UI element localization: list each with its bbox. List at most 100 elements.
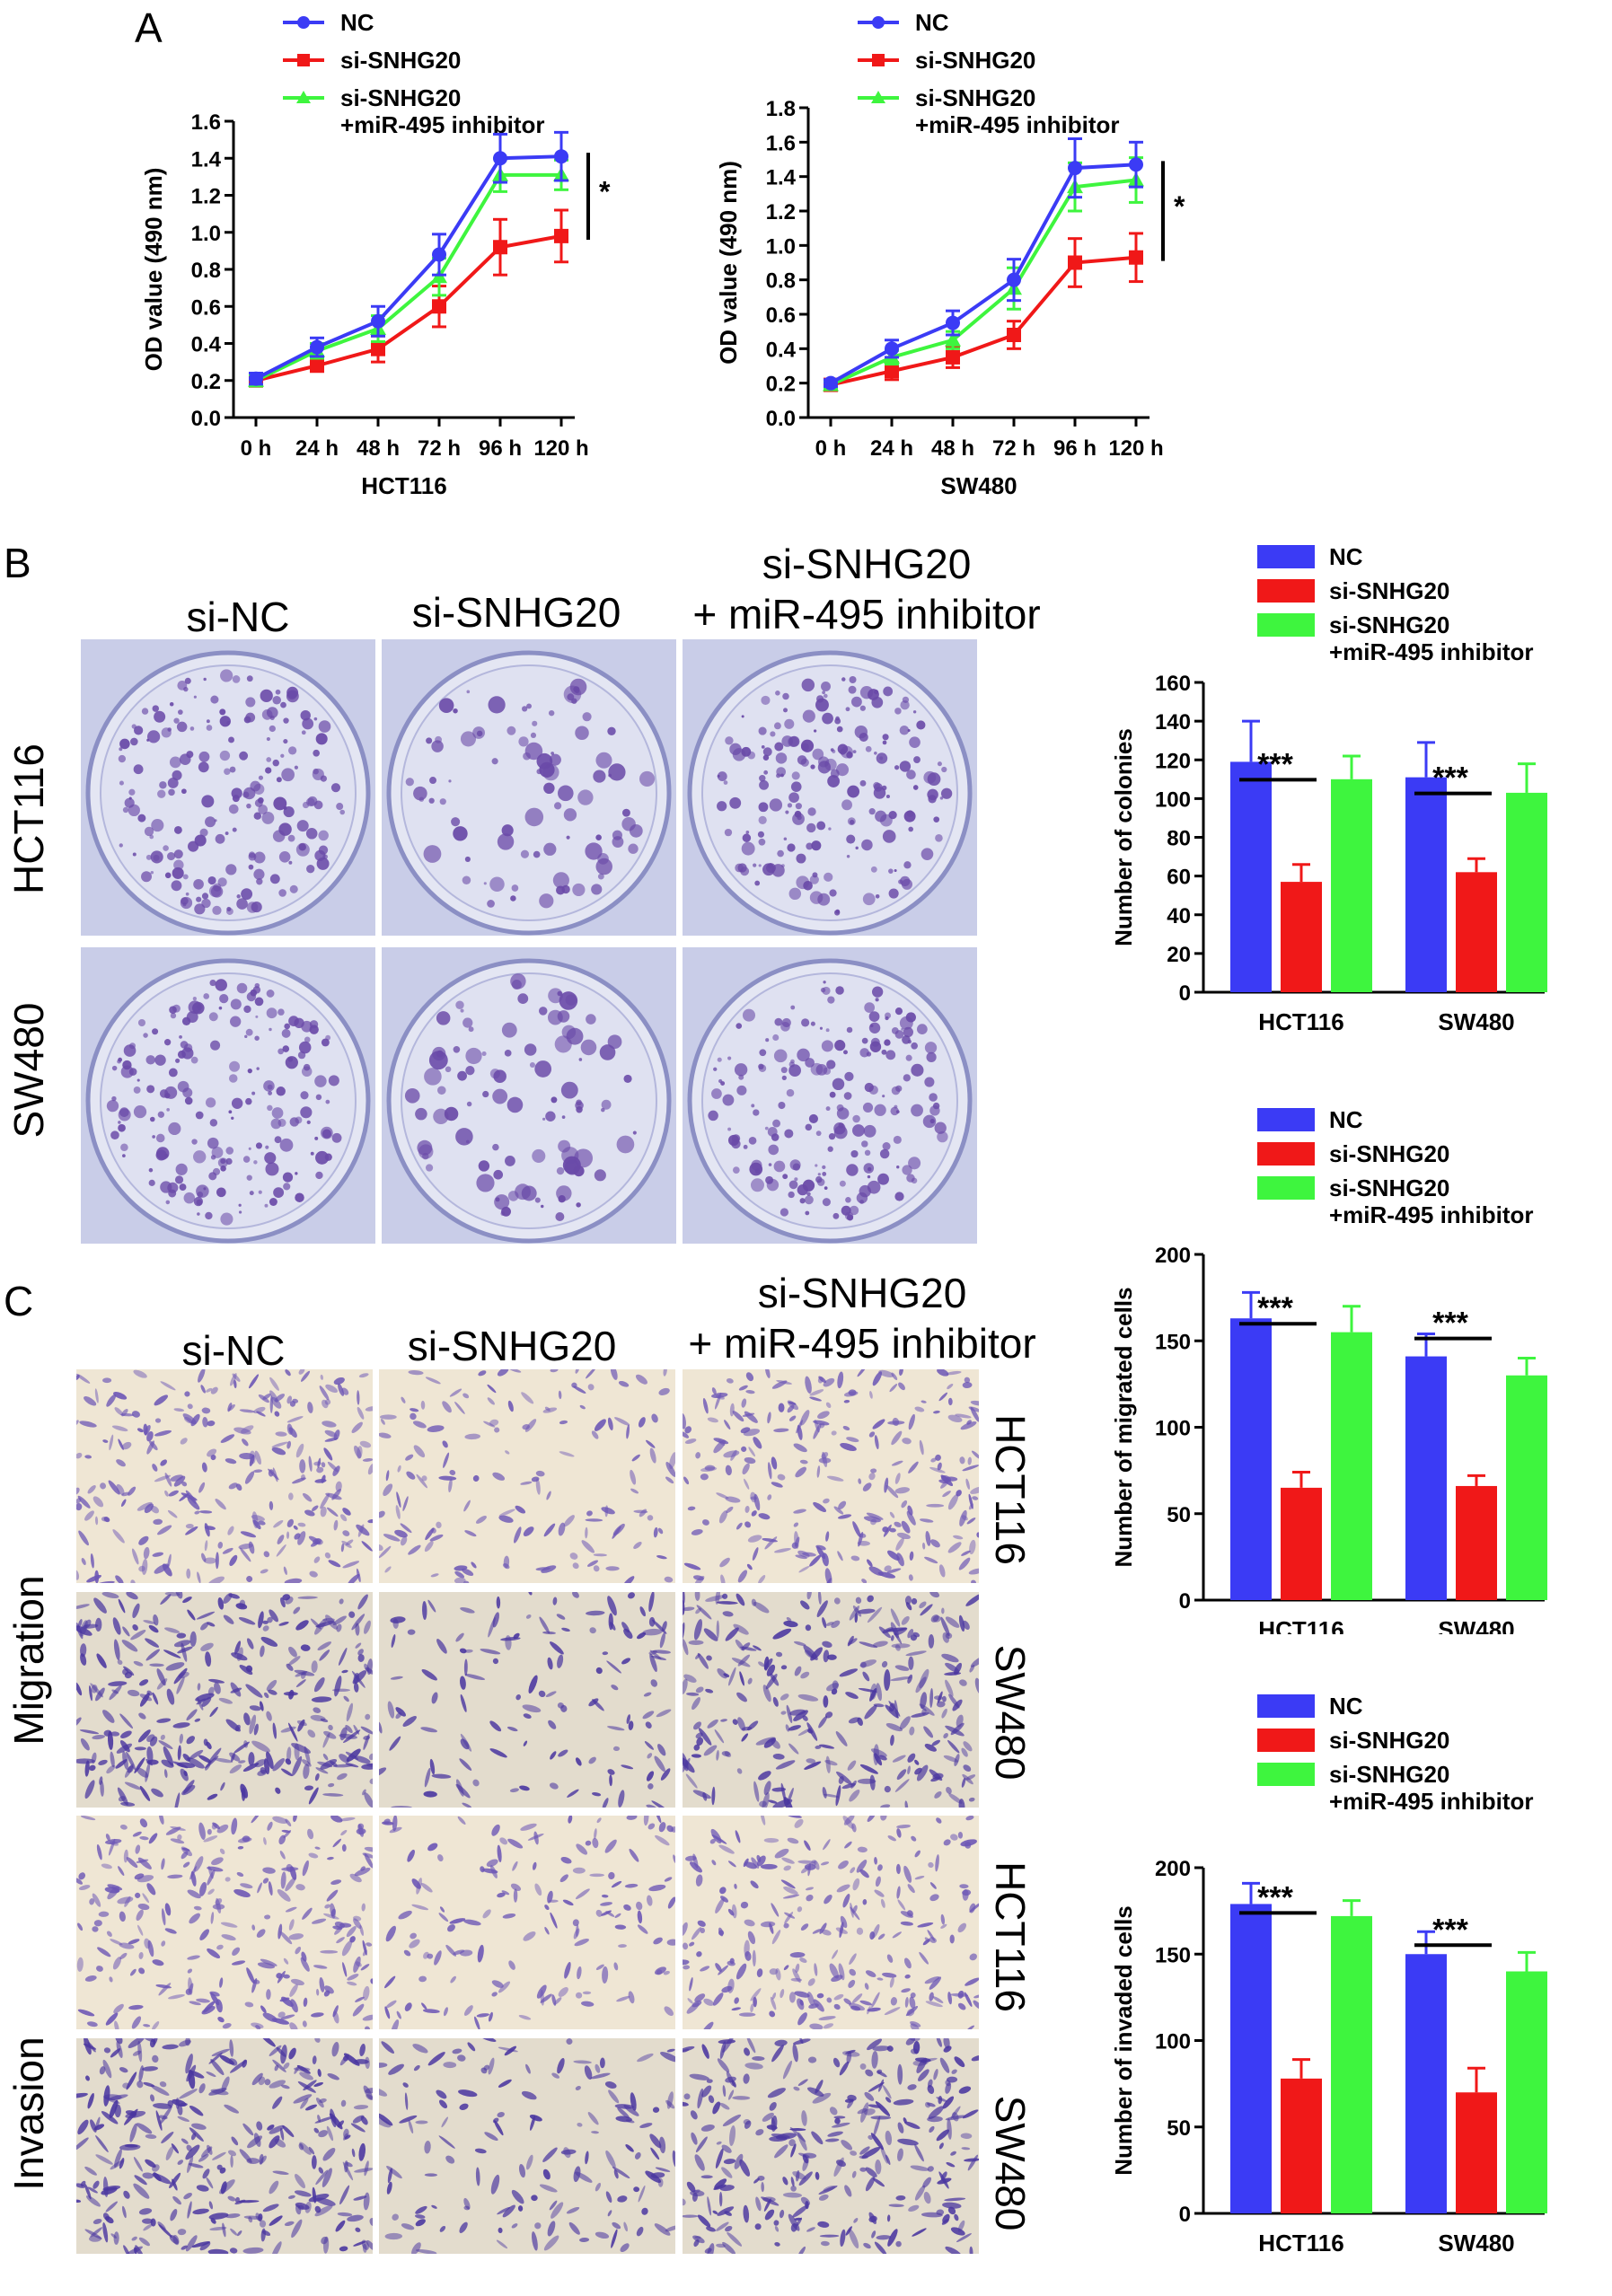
- stained-cell: [431, 2204, 437, 2209]
- stained-cell: [286, 1518, 294, 1527]
- stained-cell: [874, 1435, 879, 1450]
- colony: [207, 1137, 219, 1149]
- stained-cell: [167, 1509, 178, 1518]
- stained-cell: [667, 1896, 675, 1909]
- colony: [208, 1172, 217, 1181]
- stained-cell: [717, 1668, 727, 1679]
- stained-cell: [146, 1690, 153, 1696]
- x-axis-label: SW480: [940, 472, 1017, 499]
- stained-cell: [391, 2019, 400, 2029]
- stained-cell: [164, 1903, 172, 1916]
- stained-cell: [836, 1771, 852, 1785]
- colony-plate-sw480-si-snhg20: [382, 947, 676, 1244]
- stained-cell: [147, 1940, 154, 1957]
- stained-cell: [223, 1614, 234, 1624]
- colony: [266, 990, 275, 998]
- stained-cell: [550, 1369, 559, 1373]
- colony: [794, 1177, 798, 1182]
- stained-cell: [479, 2038, 497, 2042]
- stained-cell: [233, 1379, 237, 1389]
- stained-cell: [459, 2103, 469, 2110]
- colony: [795, 803, 802, 810]
- stained-cell: [607, 1726, 625, 1731]
- stained-cell: [436, 1521, 442, 1528]
- colony: [859, 705, 866, 711]
- stained-cell: [656, 1816, 662, 1824]
- colony: [792, 1163, 801, 1171]
- stained-cell: [899, 1716, 911, 1730]
- stained-cell: [744, 1521, 752, 1528]
- stained-cell: [520, 1823, 537, 1831]
- stained-cell: [119, 1952, 128, 1960]
- stained-cell: [360, 1866, 366, 1871]
- colony: [258, 1190, 262, 1194]
- stained-cell: [929, 1976, 942, 1990]
- colony: [269, 874, 280, 884]
- stained-cell: [843, 1816, 855, 1825]
- colony: [628, 843, 639, 854]
- stained-cell: [210, 2059, 225, 2076]
- stained-cell: [481, 1868, 498, 1874]
- stained-cell: [421, 1475, 427, 1482]
- stained-cell: [807, 1992, 815, 2006]
- colony: [185, 892, 189, 896]
- colony: [286, 686, 299, 699]
- colony: [780, 1067, 788, 1074]
- stained-cell: [283, 1692, 298, 1696]
- y-tick-label: 140: [1155, 710, 1191, 735]
- stained-cell: [354, 1445, 362, 1459]
- colony: [258, 775, 264, 780]
- stained-cell: [721, 1751, 730, 1757]
- colony: [941, 766, 947, 773]
- stained-cell: [133, 1660, 144, 1667]
- stained-cell: [683, 1600, 685, 1615]
- transwell-invasion-hct116-inhibitor: [683, 1816, 979, 2029]
- stained-cell: [357, 1390, 360, 1405]
- stained-cell: [390, 1676, 403, 1680]
- stained-cell: [154, 1394, 169, 1406]
- colony: [911, 1063, 924, 1077]
- stained-cell: [833, 1506, 844, 1515]
- stained-cell: [591, 2131, 599, 2134]
- stained-cell: [865, 2069, 874, 2077]
- stained-cell: [780, 1989, 785, 1999]
- stained-cell: [173, 1667, 188, 1685]
- stained-cell: [518, 2014, 532, 2020]
- stained-cell: [968, 1797, 975, 1802]
- colony: [554, 802, 562, 810]
- colony: [428, 1051, 448, 1070]
- colony: [270, 1118, 282, 1130]
- colony: [314, 1136, 319, 1140]
- colony: [530, 732, 537, 738]
- stained-cell: [254, 1759, 266, 1768]
- stained-cell: [443, 2007, 448, 2017]
- stained-cell: [842, 1426, 850, 1430]
- stained-cell: [941, 1607, 945, 1614]
- stained-cell: [181, 1642, 188, 1662]
- stained-cell: [608, 2089, 620, 2104]
- stained-cell: [230, 1682, 242, 1697]
- colony: [740, 866, 750, 876]
- stained-cell: [919, 1439, 924, 1456]
- colony: [220, 669, 233, 682]
- stained-cell: [319, 1386, 330, 1401]
- colony: [455, 1000, 464, 1009]
- stained-cell: [954, 1754, 960, 1767]
- stained-cell: [696, 1737, 704, 1746]
- colony: [824, 1186, 828, 1191]
- stained-cell: [753, 1781, 760, 1802]
- stained-cell: [596, 1817, 602, 1824]
- colony: [313, 717, 318, 721]
- stained-cell: [314, 1846, 321, 1850]
- data-point: [310, 339, 324, 355]
- bar-sw480-2: [1506, 1971, 1547, 2213]
- colony: [900, 875, 911, 887]
- colony: [761, 744, 765, 749]
- bar-hct116-2: [1331, 1915, 1372, 2213]
- stained-cell: [386, 2181, 392, 2195]
- stained-cell: [319, 2098, 327, 2103]
- colony: [119, 738, 130, 750]
- stained-cell: [156, 1668, 166, 1686]
- stained-cell: [772, 1799, 793, 1808]
- stained-cell: [108, 1681, 128, 1686]
